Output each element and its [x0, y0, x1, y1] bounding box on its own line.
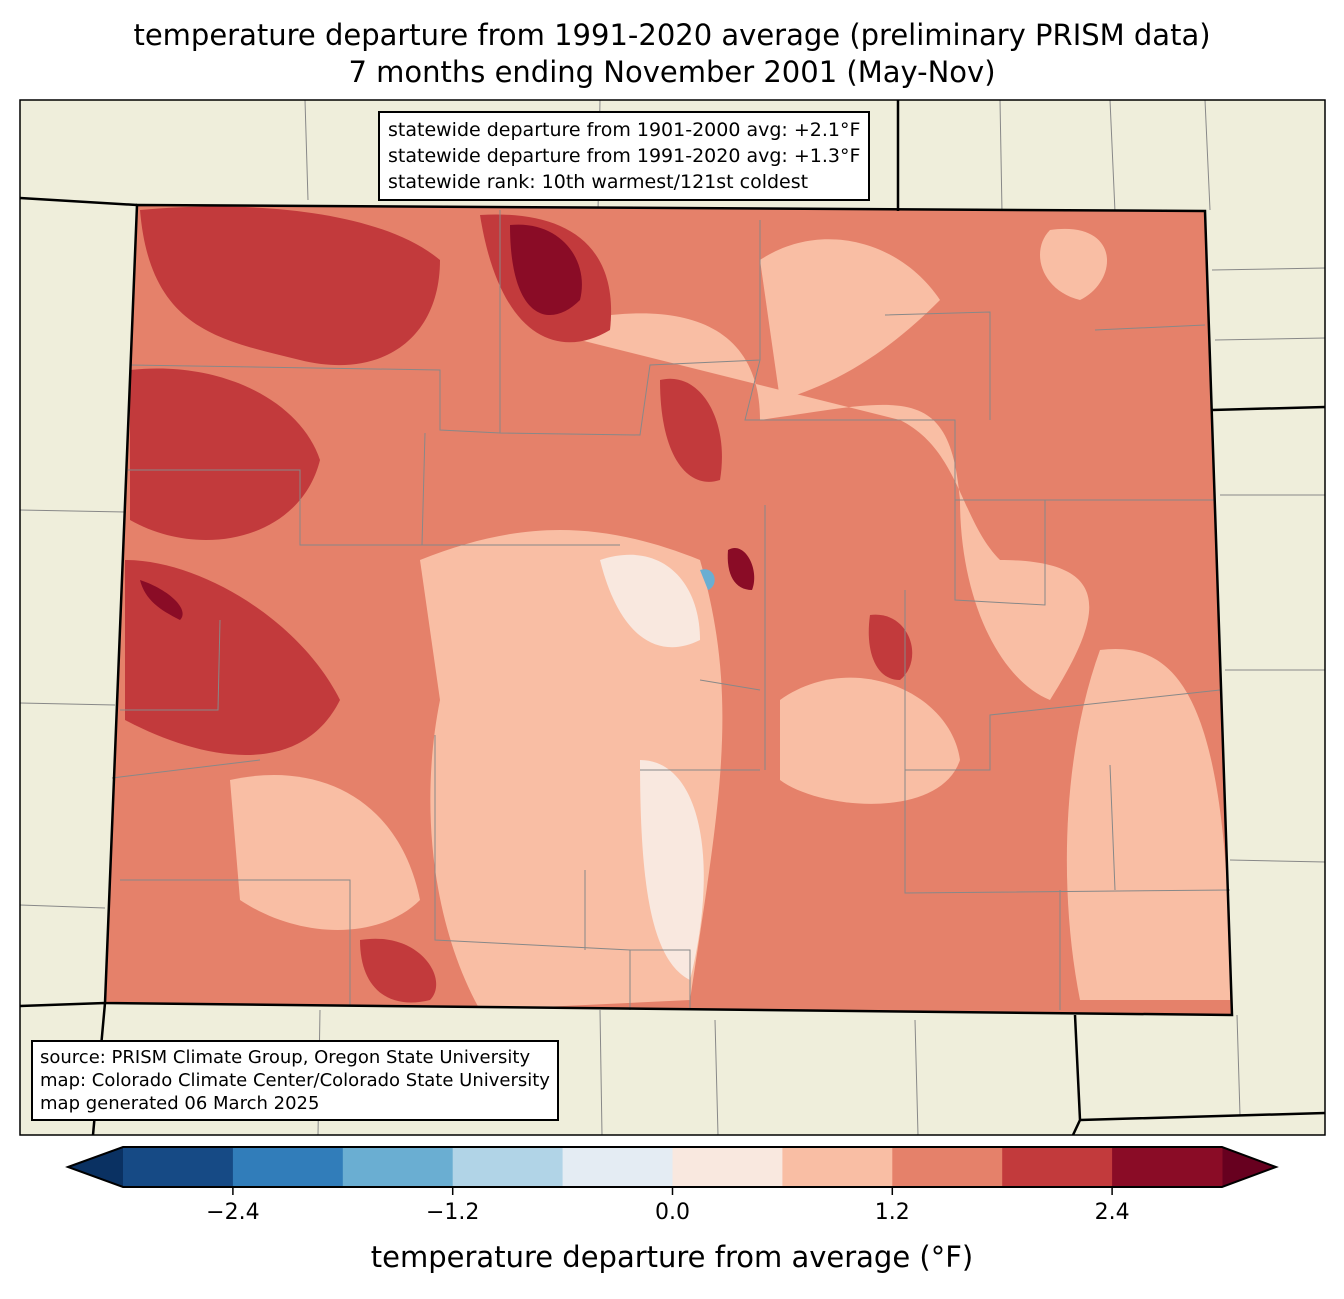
source-line-3: map generated 06 March 2025	[40, 1093, 320, 1114]
colorbar-tick-label: −1.2	[425, 1200, 480, 1225]
stats-line-1: statewide departure from 1901-2000 avg: …	[388, 119, 861, 141]
colorbar-over-extension	[1222, 1147, 1276, 1187]
source-line-1: source: PRISM Climate Group, Oregon Stat…	[40, 1047, 531, 1068]
colorbar-bin	[1002, 1147, 1113, 1187]
colorbar	[65, 1146, 1279, 1195]
colorbar-tick-label: 2.4	[1094, 1200, 1130, 1225]
colorbar-bin	[232, 1147, 344, 1187]
map-frame	[19, 99, 1326, 1136]
colorbar-bin	[672, 1147, 783, 1187]
colorbar-tick-label: −2.4	[206, 1200, 260, 1225]
statewide-stats-box: statewide departure from 1901-2000 avg: …	[378, 111, 871, 201]
state-border	[103, 203, 1234, 1017]
colorbar-label: temperature departure from average (°F)	[370, 1240, 974, 1274]
colorbar-tick-label: 0.0	[655, 1200, 690, 1225]
colorbar-bin	[892, 1147, 1003, 1187]
colorbar-bin	[562, 1147, 673, 1187]
colorbar-under-extension	[68, 1147, 123, 1187]
source-line-2: map: Colorado Climate Center/Colorado St…	[40, 1070, 550, 1091]
temperature-field	[105, 205, 1232, 1015]
colorbar-tick-label: 1.2	[874, 1200, 910, 1225]
stats-line-2: statewide departure from 1991-2020 avg: …	[388, 145, 861, 167]
stats-line-3: statewide rank: 10th warmest/121st colde…	[388, 171, 809, 193]
colorbar-outline	[65, 1146, 1279, 1188]
colorbar-bin	[1112, 1147, 1223, 1187]
title-line-1: temperature departure from 1991-2020 ave…	[133, 18, 1211, 52]
colorbar-bin	[452, 1147, 564, 1187]
colorbar-bin	[123, 1147, 234, 1187]
county-lines	[111, 210, 1231, 1010]
colorbar-bin	[782, 1147, 893, 1187]
colorbar-bin	[342, 1147, 454, 1187]
title-line-2: 7 months ending November 2001 (May-Nov)	[348, 55, 996, 89]
source-box: source: PRISM Climate Group, Oregon Stat…	[31, 1040, 559, 1121]
